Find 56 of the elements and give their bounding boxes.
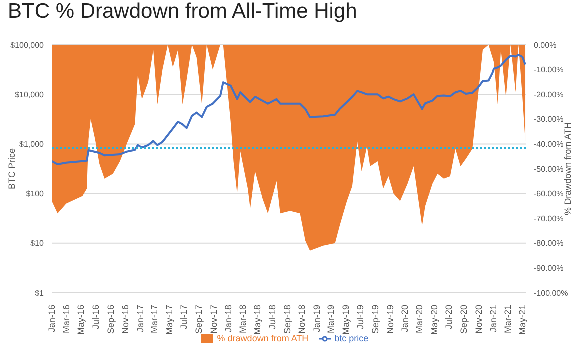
x-tick-label: Mar-19 xyxy=(326,305,336,334)
x-tick-label: Mar-17 xyxy=(150,305,160,334)
x-tick-label: Jul-16 xyxy=(90,305,101,330)
y2-tick-label: -40.00% xyxy=(534,140,564,150)
legend-label: % drawdown from ATH xyxy=(217,333,309,344)
y2-tick-label: -60.00% xyxy=(534,190,564,199)
y2-axis-title: % Drawdown from ATH xyxy=(563,122,574,216)
x-tick-label: Nov-19 xyxy=(385,305,396,334)
y2-tick-label: -100.00% xyxy=(534,288,568,298)
y2-tick-label: -20.00% xyxy=(534,90,564,100)
y2-tick-label: -10.00% xyxy=(534,66,564,75)
y-tick-label: $100,000 xyxy=(10,40,45,50)
x-tick-label: May-21 xyxy=(518,305,528,336)
y-tick-label: $10,000 xyxy=(15,90,45,100)
x-tick-label: May-19 xyxy=(340,305,351,336)
chart-title: BTC % Drawdown from All-Time High xyxy=(8,0,358,24)
x-tick-label: Jul-19 xyxy=(356,305,366,330)
x-tick-label: Mar-18 xyxy=(238,305,248,334)
x-tick-label: Nov-16 xyxy=(120,305,131,334)
y-tick-label: $1,000 xyxy=(20,140,45,150)
legend-label: btc price xyxy=(334,333,369,344)
x-tick-label: Nov-18 xyxy=(297,305,308,334)
y2-tick-label: -30.00% xyxy=(534,115,564,124)
y-tick-label: $100 xyxy=(26,190,45,199)
x-tick-label: Nov-20 xyxy=(474,305,484,334)
x-tick-label: Sep-17 xyxy=(194,305,204,334)
x-tick-label: Jan-18 xyxy=(224,305,234,333)
y2-tick-label: 0.00% xyxy=(534,40,557,50)
x-tick-label: Jul-20 xyxy=(444,305,454,330)
x-tick-label: Mar-20 xyxy=(414,305,425,334)
x-tick-label: Sep-16 xyxy=(106,305,116,334)
x-tick-label: Jan-20 xyxy=(400,305,410,333)
x-tick-label: Jan-19 xyxy=(312,305,322,333)
y-tick-label: $1 xyxy=(35,288,45,298)
x-tick-label: Jan-16 xyxy=(47,305,57,333)
x-tick-label: Sep-19 xyxy=(370,305,381,334)
x-tick-label: Sep-20 xyxy=(459,305,470,334)
x-tick-label: Sep-18 xyxy=(282,305,292,334)
y2-tick-label: -50.00% xyxy=(534,164,564,174)
x-tick-label: May-17 xyxy=(164,305,174,336)
x-tick-label: May-18 xyxy=(252,305,263,336)
x-tick-label: Jul-17 xyxy=(179,305,190,330)
x-tick-label: May-20 xyxy=(429,305,440,336)
x-tick-label: Mar-16 xyxy=(62,305,72,334)
x-tick-label: Jul-18 xyxy=(267,305,278,330)
y2-tick-label: -70.00% xyxy=(534,214,564,224)
x-tick-label: Jan-17 xyxy=(135,305,146,333)
y-axis-title: BTC Price xyxy=(7,148,18,190)
y-tick-label: $10 xyxy=(30,239,45,248)
line-series xyxy=(52,54,526,166)
y2-tick-label: -90.00% xyxy=(534,264,564,274)
x-tick-label: Nov-17 xyxy=(208,305,219,334)
x-tick-label: Mar-21 xyxy=(502,305,513,334)
y2-tick-label: -80.00% xyxy=(534,239,564,248)
x-tick-label: May-16 xyxy=(76,305,86,336)
x-tick-label: Jan-21 xyxy=(488,305,499,333)
